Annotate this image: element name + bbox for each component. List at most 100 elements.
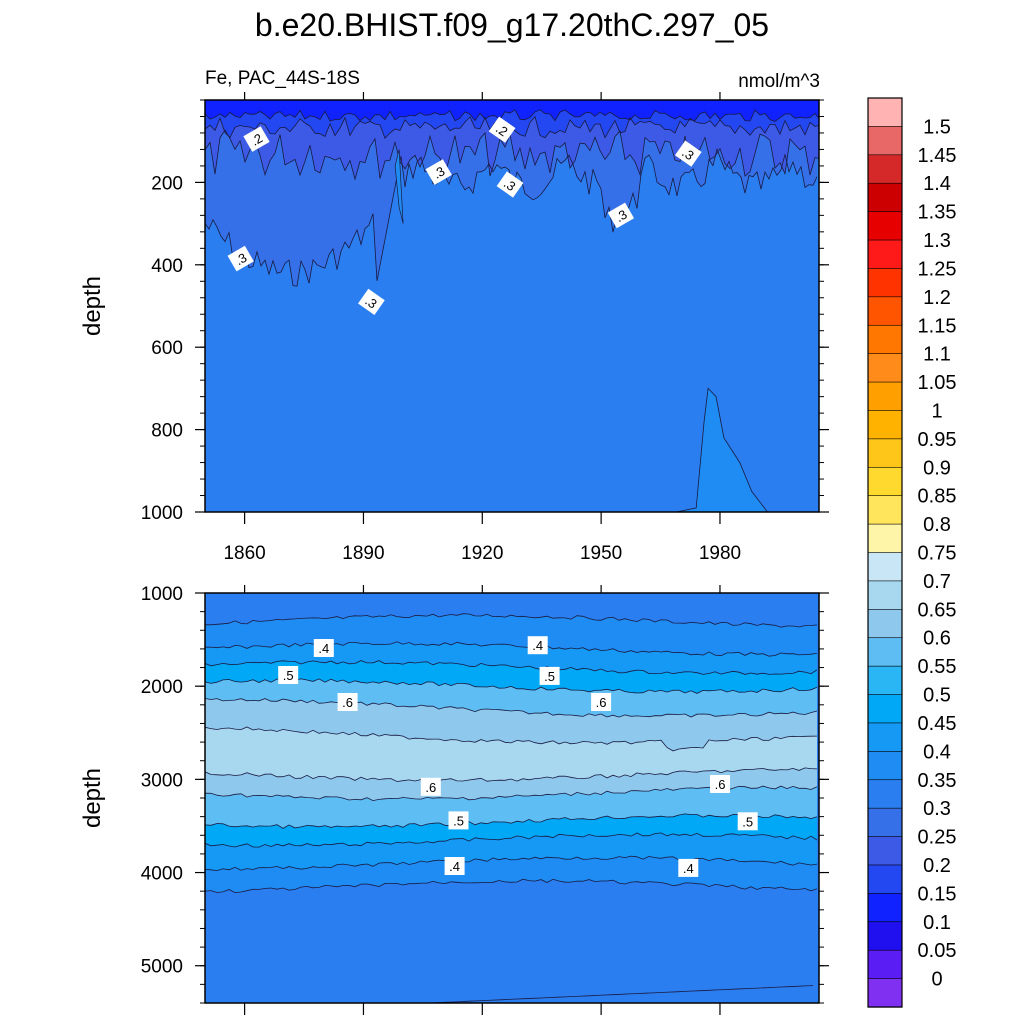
colorbar-tick-label: 0.65 (918, 599, 957, 621)
upper-x-tick-label: 1980 (699, 543, 741, 564)
colorbar-swatch (867, 893, 903, 923)
lower-contour-label: .6 (420, 777, 441, 796)
colorbar-swatch (867, 154, 903, 184)
chart-title: b.e20.BHIST.f09_g17.20thC.297_05 (255, 7, 769, 43)
lower-band-0-4-low (205, 856, 817, 893)
colorbar-tick-label: 1.15 (918, 315, 957, 337)
colorbar-frame (867, 97, 903, 1008)
colorbar-tick-label: 0.85 (918, 486, 957, 508)
upper-contour-label: .3 (674, 140, 702, 167)
lower-contour-label-box (337, 693, 358, 711)
lower-contour-line (205, 641, 818, 657)
lower-band-0-5-low (205, 813, 817, 848)
upper-deep-tongue (676, 387, 769, 512)
lower-contour-label-box (710, 775, 730, 793)
colorbar-tick-label: 0.8 (923, 514, 951, 536)
lower-y-tick-label: 1000 (141, 584, 183, 605)
colorbar-swatch (867, 722, 903, 752)
lower-contour-label-text: .6 (596, 695, 607, 710)
colorbar-tick-label: 0.4 (923, 741, 951, 763)
upper-y-tick-label: 600 (151, 338, 183, 359)
lower-contour-line (205, 660, 818, 675)
colorbar-tick-label: 1.5 (923, 116, 951, 138)
colorbar-swatch (867, 353, 903, 383)
colorbar-swatch (867, 609, 903, 639)
lower-band-0-35-top (205, 593, 819, 628)
colorbar-tick-label: 0.55 (918, 656, 957, 678)
colorbar-swatch (867, 694, 903, 724)
upper-plot-frame (204, 99, 820, 513)
upper-contour-label-box (425, 159, 452, 185)
lower-contour-label-text: .5 (544, 669, 555, 684)
colorbar-swatch (867, 182, 903, 213)
colorbar-tick-label: 0.7 (923, 571, 951, 593)
upper-contour-label-box (227, 245, 254, 272)
colorbar-swatch (867, 580, 903, 610)
colorbar-tick-label: 1.1 (923, 344, 951, 366)
lower-y-tick-label: 2000 (141, 677, 183, 698)
colorbar-swatch (867, 296, 903, 326)
lower-band-0-65 (205, 727, 817, 782)
lower-contour-label-box (278, 666, 299, 684)
lower-contour-label: .4 (527, 636, 548, 655)
colorbar-swatch (867, 324, 903, 355)
lower-contour-label-box (444, 857, 465, 875)
lower-contour-label-text: .4 (683, 861, 694, 876)
colorbar-tick-label: 1.3 (923, 230, 951, 252)
lower-contour-line (205, 855, 818, 872)
lower-contour-label: .5 (539, 666, 560, 685)
colorbar-swatch (867, 126, 903, 156)
colorbar-tick-label: 0.15 (918, 883, 957, 905)
upper-contour-label-box (674, 140, 702, 167)
colorbar-tick-label: 1.25 (918, 258, 957, 280)
colorbar-swatch (867, 97, 903, 128)
lower-contour-line (205, 878, 818, 894)
upper-contour-label: .2 (488, 116, 516, 143)
upper-contour-label: .3 (425, 159, 452, 185)
colorbar-tick-label: 0.9 (923, 457, 951, 479)
upper-y-tick-label: 800 (151, 421, 183, 442)
lower-band-0-6-low (205, 767, 817, 801)
colorbar-tick-label: 0.45 (918, 713, 957, 735)
lower-contour-label-box (448, 811, 469, 830)
lower-contour-label-text: .6 (425, 780, 436, 795)
lower-contour-line (205, 698, 818, 718)
upper-contour-label-box (488, 116, 516, 143)
colorbar-swatch (867, 949, 903, 980)
colorbar-tick-label: 1.35 (918, 202, 957, 224)
lower-contour-label-box (420, 777, 441, 796)
lower-band-0-55-low (205, 786, 817, 829)
lower-y-tick-label: 5000 (141, 957, 183, 978)
upper-contour-fills (205, 100, 819, 512)
colorbar-tick-label: 0.3 (923, 798, 951, 820)
colorbar-tick-label: 0.35 (918, 770, 957, 792)
upper-y-tick-label: 200 (151, 173, 183, 194)
colorbar-swatch (867, 552, 903, 582)
colorbar-tick-label: 1.2 (923, 287, 951, 309)
upper-x-tick-label: 1890 (342, 543, 384, 564)
upper-contour-label-box (243, 126, 270, 152)
colorbar-tick-label: 0 (931, 969, 942, 991)
lower-contour-line (205, 767, 818, 782)
colorbar-tick-label: 1.4 (923, 173, 951, 195)
lower-contour-label-text: .6 (342, 695, 353, 710)
lower-band-0-45 (205, 641, 817, 675)
lower-contour-label-box (678, 858, 699, 877)
lower-contour-fills (205, 593, 819, 1003)
lower-contour-bottom (420, 985, 814, 1003)
lower-axes: 1000 2000 3000 4000 5000 (141, 584, 829, 1015)
colorbar-swatch (867, 978, 903, 1008)
upper-axes: 200 400 600 800 1000 1860 1890 1920 1950 1980 (141, 92, 829, 564)
colorbar-tick-label: 1.45 (918, 145, 957, 167)
lower-contour-label-box (527, 636, 548, 655)
lower-contour-label: .6 (710, 775, 730, 793)
colorbar-swatch (867, 523, 903, 554)
lower-contour-label: .6 (337, 693, 358, 711)
colorbar-swatch (867, 211, 903, 241)
upper-contour-label-box (607, 202, 635, 229)
units-label: nmol/m^3 (738, 71, 820, 92)
lower-contour-label: .5 (278, 666, 299, 684)
lower-contour-label-text: .4 (318, 641, 329, 656)
upper-y-axis-label: depth (79, 276, 106, 336)
colorbar-swatch (867, 751, 903, 781)
